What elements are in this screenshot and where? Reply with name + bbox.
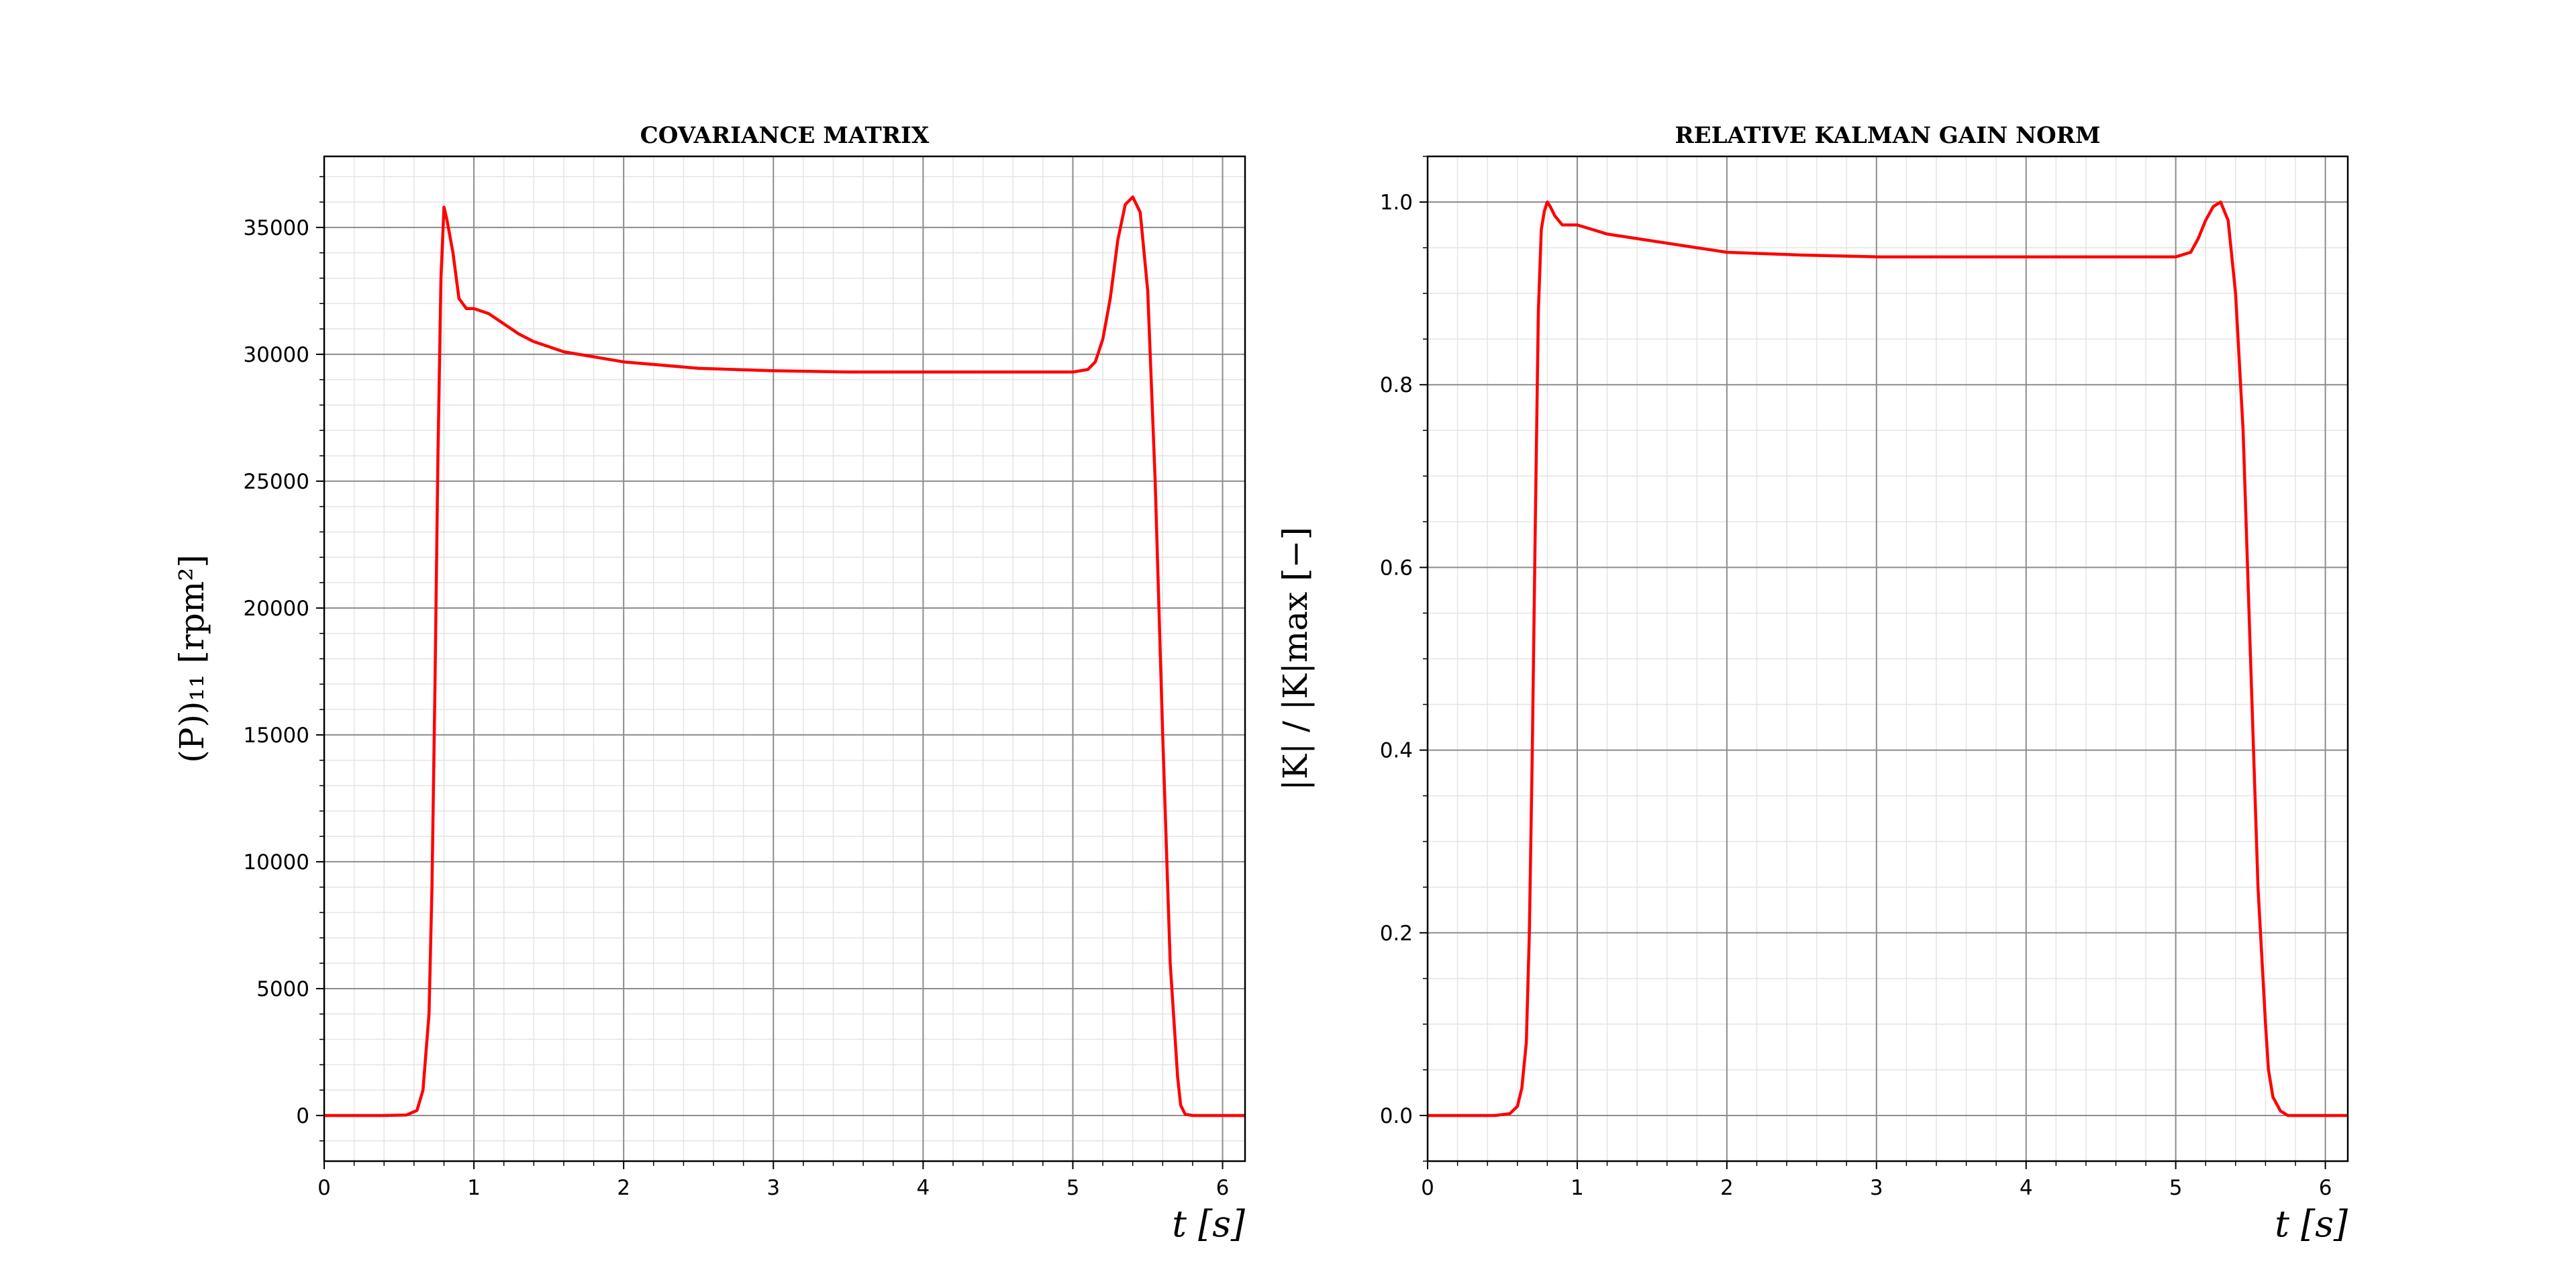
- x-tick-label: 1: [1571, 1176, 1584, 1200]
- y-tick-label: 0.2: [1380, 922, 1413, 946]
- series-line: [324, 195, 1245, 1118]
- y-tick-label: 10000: [243, 850, 309, 875]
- x-tick-label: 1: [467, 1176, 481, 1200]
- relative-kalman-gain-panel: 0 1 2 3 4 5 6 0.0 0.2 0.4 0.6 0.8 1.0 RELATIVE KALMA…: [1276, 122, 2349, 1245]
- y-tick-label: 0.4: [1380, 739, 1413, 763]
- y-tick-label: 5000: [256, 977, 309, 1001]
- y-axis-label: (P))₁₁ [rpm²]: [172, 554, 211, 763]
- y-tick-label: 25000: [243, 470, 309, 494]
- x-axis-label: t [s]: [1172, 1203, 1246, 1245]
- y-tick-label: 0.8: [1380, 373, 1413, 397]
- y-tick-label: 35000: [243, 216, 309, 240]
- x-tick-label: 0: [317, 1176, 331, 1200]
- x-tick-label: 2: [617, 1176, 630, 1200]
- x-tick-label: 4: [2020, 1176, 2033, 1200]
- y-tick-label: 0.6: [1380, 556, 1413, 580]
- y-tick-label: 15000: [243, 724, 309, 748]
- x-tick-label: 5: [1067, 1176, 1080, 1200]
- x-tick-label: 4: [916, 1176, 930, 1200]
- series-line: [1428, 200, 2348, 1118]
- y-tick-label: 0.0: [1380, 1104, 1413, 1128]
- x-tick-label: 3: [1870, 1176, 1883, 1200]
- covariance-matrix-panel: 0 1 2 3 4 5 6 0 5000 10000 15000 20000 25000 30000 350…: [172, 122, 1246, 1245]
- chart-title: RELATIVE KALMAN GAIN NORM: [1675, 122, 2100, 149]
- x-tick-label: 6: [1216, 1176, 1230, 1200]
- chart-title: COVARIANCE MATRIX: [640, 122, 930, 149]
- y-tick-label: 0: [296, 1104, 309, 1128]
- x-tick-label: 2: [1720, 1176, 1734, 1200]
- x-tick-label: 5: [2169, 1176, 2183, 1200]
- x-tick-label: 0: [1421, 1176, 1434, 1200]
- y-tick-label: 20000: [243, 597, 309, 621]
- y-tick-label: 30000: [243, 343, 309, 367]
- y-tick-label: 1.0: [1380, 191, 1413, 215]
- x-tick-label: 3: [766, 1176, 780, 1200]
- y-axis-label: |K| / |K|max [−]: [1276, 527, 1315, 791]
- x-tick-label: 6: [2319, 1176, 2332, 1200]
- x-axis-label: t [s]: [2275, 1203, 2348, 1245]
